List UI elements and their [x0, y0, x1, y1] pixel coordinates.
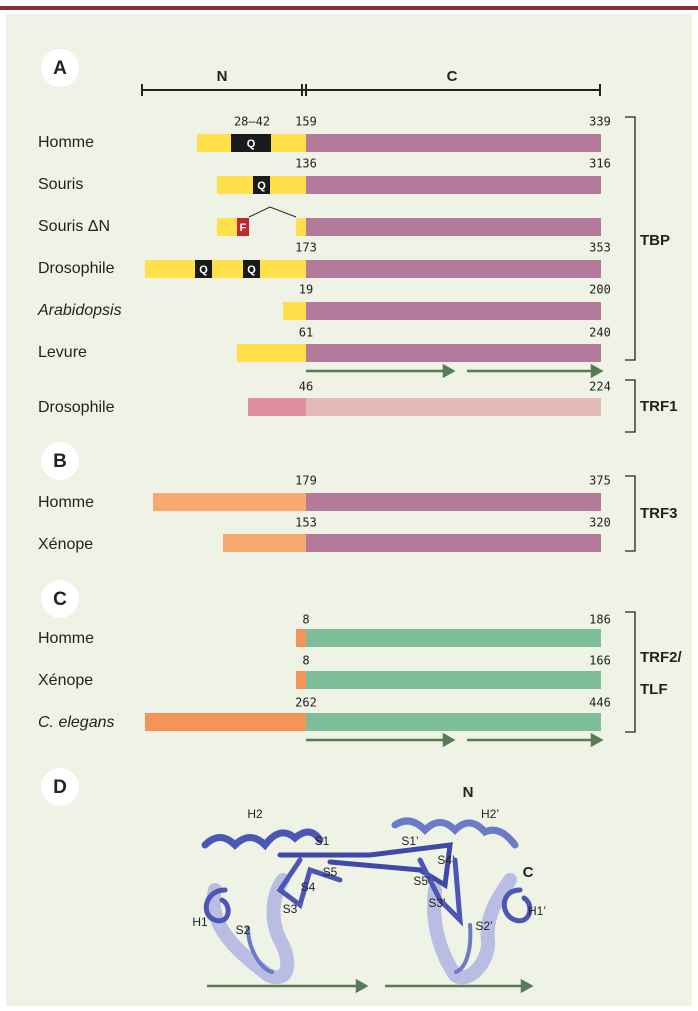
top-rule [0, 6, 698, 10]
repeat-range: 28–42 [234, 115, 270, 129]
start-residue: 159 [295, 115, 317, 129]
structure-label: S5’ [413, 874, 430, 888]
panel-label: C [53, 589, 67, 610]
q-label: Q [199, 264, 208, 276]
end-residue: 353 [589, 241, 611, 255]
start-residue: 8 [302, 613, 309, 627]
end-residue: 375 [589, 474, 611, 488]
panel-label: B [53, 451, 67, 472]
group-label: TRF3 [640, 505, 678, 522]
start-residue: 8 [302, 654, 309, 668]
structure-label: S2 [236, 923, 251, 937]
c-domain [306, 302, 601, 320]
n-domain [296, 629, 306, 647]
c-domain [306, 344, 601, 362]
species-label: Levure [38, 344, 87, 361]
c-domain [306, 629, 601, 647]
end-residue: 339 [589, 115, 611, 129]
end-residue: 186 [589, 613, 611, 627]
n-domain [145, 713, 306, 731]
domain-label: C [447, 68, 458, 85]
species-label: Xénope [38, 536, 93, 553]
mutation-label: F [240, 222, 247, 234]
structure-label: H2’ [481, 807, 499, 821]
structure-label: S4 [301, 880, 316, 894]
structure-label: S4’ [437, 853, 454, 867]
end-residue: 316 [589, 157, 611, 171]
end-residue: 446 [589, 696, 611, 710]
start-residue: 173 [295, 241, 317, 255]
n-domain [248, 398, 306, 416]
c-domain [306, 398, 601, 416]
n-domain [237, 344, 306, 362]
structure-label: H1’ [528, 904, 546, 918]
group-label: TRF2/ [640, 649, 683, 666]
structure-label: S5 [323, 865, 338, 879]
n-domain [217, 218, 237, 236]
species-label: Homme [38, 494, 94, 511]
species-label: Arabidopsis [37, 302, 122, 319]
end-residue: 200 [589, 283, 611, 297]
end-residue: 224 [589, 380, 611, 394]
start-residue: 153 [295, 516, 317, 530]
end-residue: 320 [589, 516, 611, 530]
start-residue: 46 [299, 380, 313, 394]
species-label: Souris [38, 176, 83, 193]
structure-label: N [463, 784, 474, 801]
n-domain [296, 218, 306, 236]
start-residue: 61 [299, 326, 313, 340]
structure-label: S3’ [428, 896, 445, 910]
c-domain [306, 493, 601, 511]
end-residue: 240 [589, 326, 611, 340]
n-domain [145, 260, 306, 278]
panel-label: D [53, 777, 67, 798]
c-domain [306, 534, 601, 552]
species-label: Homme [38, 134, 94, 151]
c-domain [306, 260, 601, 278]
start-residue: 136 [295, 157, 317, 171]
n-domain [283, 302, 306, 320]
structure-label: S1’ [401, 834, 418, 848]
start-residue: 262 [295, 696, 317, 710]
n-domain [296, 671, 306, 689]
structure-label: S2’ [475, 919, 492, 933]
species-label: Homme [38, 630, 94, 647]
q-label: Q [257, 180, 266, 192]
n-domain [223, 534, 306, 552]
species-label: Drosophile [38, 399, 115, 416]
structure-label: S1 [315, 834, 330, 848]
figure: A N C Homme Q 28–42 159 339 Souris Q 136… [0, 0, 698, 1011]
c-domain [306, 713, 601, 731]
domain-label: N [217, 68, 228, 85]
group-label: TBP [640, 232, 670, 249]
species-label: Drosophile [38, 260, 115, 277]
structure-label: H1 [192, 915, 208, 929]
c-domain [306, 218, 601, 236]
group-label: TRF1 [640, 398, 678, 415]
structure-label: S3 [283, 902, 298, 916]
q-label: Q [247, 264, 256, 276]
structure-label: C [523, 864, 534, 881]
start-residue: 19 [299, 283, 313, 297]
start-residue: 179 [295, 474, 317, 488]
c-domain [306, 671, 601, 689]
species-label: C. elegans [38, 714, 115, 731]
c-domain [306, 176, 601, 194]
structure-label: H2 [247, 807, 263, 821]
panel-label: A [53, 58, 67, 79]
group-label: TLF [640, 681, 668, 698]
n-domain [153, 493, 306, 511]
c-domain [306, 134, 601, 152]
q-label: Q [247, 138, 256, 150]
species-label: Xénope [38, 672, 93, 689]
end-residue: 166 [589, 654, 611, 668]
species-label: Souris ΔN [38, 218, 110, 235]
